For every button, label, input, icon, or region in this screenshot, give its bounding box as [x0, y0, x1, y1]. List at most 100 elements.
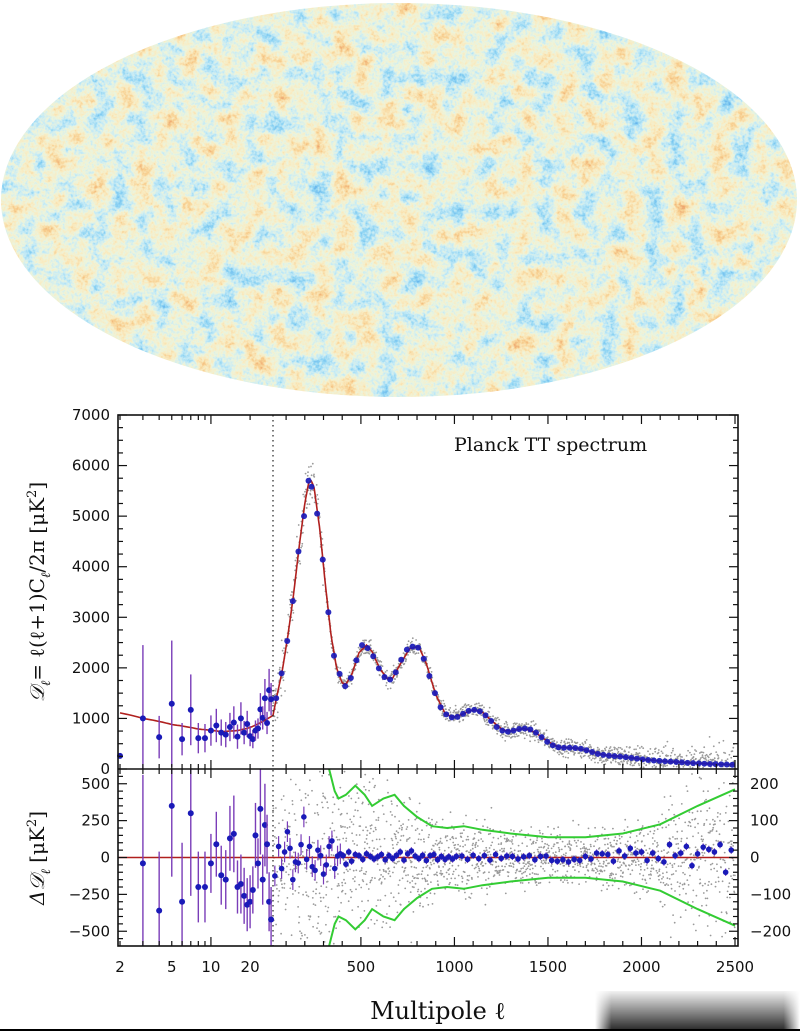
- y-tick-label: 0: [100, 760, 110, 778]
- unbinned-residual-point: [524, 870, 527, 873]
- unbinned-residual-point: [379, 877, 381, 880]
- unbinned-residual-point: [327, 807, 329, 809]
- residual-point: [323, 862, 330, 868]
- residual-point: [644, 857, 650, 864]
- unbinned-residual-point: [713, 867, 716, 870]
- unbinned-residual-point: [366, 842, 369, 845]
- unbinned-point: [337, 666, 339, 669]
- unbinned-point: [516, 735, 519, 738]
- unbinned-residual-point: [435, 821, 438, 823]
- unbinned-residual-point: [672, 851, 675, 854]
- unbinned-point: [506, 724, 509, 726]
- envelope-lower-line: [328, 876, 736, 947]
- unbinned-residual-point: [697, 822, 699, 825]
- binned-point: [289, 598, 296, 605]
- unbinned-residual-point: [431, 818, 433, 821]
- unbinned-residual-point: [675, 870, 677, 872]
- unbinned-residual-point: [559, 834, 561, 836]
- unbinned-residual-point: [581, 862, 584, 865]
- unbinned-residual-point: [316, 927, 318, 929]
- unbinned-residual-point: [352, 823, 355, 826]
- unbinned-residual-point: [322, 795, 325, 798]
- unbinned-residual-point: [321, 806, 324, 809]
- unbinned-residual-point: [612, 827, 614, 830]
- residual-point: [348, 858, 355, 864]
- unbinned-residual-point: [579, 865, 582, 868]
- unbinned-residual-point: [294, 819, 297, 821]
- unbinned-residual-point: [291, 803, 294, 806]
- unbinned-residual-point: [659, 900, 662, 903]
- unbinned-residual-point: [305, 894, 308, 897]
- unbinned-residual-point: [333, 916, 335, 918]
- unbinned-residual-point: [477, 876, 479, 878]
- unbinned-point: [423, 652, 426, 654]
- unbinned-residual-point: [428, 833, 430, 836]
- unbinned-residual-point: [314, 812, 316, 815]
- unbinned-point: [304, 472, 307, 475]
- unbinned-point: [728, 753, 731, 756]
- unbinned-residual-point: [645, 849, 648, 852]
- unbinned-residual-point: [282, 863, 285, 865]
- unbinned-point: [339, 667, 342, 669]
- unbinned-residual-point: [730, 875, 732, 877]
- binned-point: [370, 653, 377, 660]
- unbinned-residual-point: [658, 870, 661, 872]
- x-tick-label: 500: [347, 958, 376, 976]
- unbinned-residual-point: [340, 901, 342, 904]
- unbinned-residual-point: [509, 840, 511, 842]
- unbinned-point: [606, 759, 609, 762]
- unbinned-point: [704, 754, 707, 757]
- unbinned-residual-point: [719, 858, 722, 861]
- unbinned-residual-point: [466, 835, 469, 838]
- unbinned-residual-point: [691, 811, 694, 814]
- unbinned-point: [476, 706, 479, 709]
- unbinned-point: [604, 749, 607, 752]
- unbinned-point: [724, 752, 727, 754]
- unbinned-residual-point: [580, 841, 582, 843]
- unbinned-residual-point: [497, 865, 500, 868]
- unbinned-residual-point: [619, 875, 622, 878]
- unbinned-residual-point: [382, 813, 385, 815]
- unbinned-residual-point: [553, 843, 556, 846]
- unbinned-residual-point: [653, 840, 656, 842]
- unbinned-residual-point: [310, 872, 313, 874]
- unbinned-residual-point: [648, 847, 651, 850]
- unbinned-residual-point: [489, 827, 491, 830]
- residual-point: [331, 865, 338, 872]
- unbinned-residual-point: [710, 868, 712, 871]
- unbinned-residual-point: [636, 847, 639, 850]
- unbinned-residual-point: [557, 842, 559, 844]
- unbinned-point: [475, 702, 478, 705]
- unbinned-point: [454, 704, 457, 707]
- residual-point: [389, 855, 396, 862]
- residual-point: [593, 850, 600, 856]
- unbinned-residual-point: [590, 845, 592, 848]
- residual-point: [408, 848, 415, 854]
- unbinned-point: [445, 708, 447, 711]
- unbinned-residual-point: [277, 894, 280, 897]
- binned-point: [398, 656, 405, 663]
- unbinned-residual-point: [688, 811, 691, 813]
- unbinned-residual-point: [662, 881, 665, 884]
- unbinned-residual-point: [330, 888, 333, 890]
- unbinned-residual-point: [427, 903, 430, 906]
- unbinned-point: [464, 703, 467, 706]
- unbinned-residual-point: [642, 854, 645, 857]
- unbinned-residual-point: [572, 819, 574, 822]
- unbinned-point: [579, 743, 581, 746]
- unbinned-point: [578, 751, 581, 754]
- unbinned-point: [640, 745, 643, 748]
- unbinned-residual-point: [666, 877, 669, 880]
- unbinned-point: [596, 746, 599, 749]
- unbinned-residual-point: [548, 850, 551, 852]
- unbinned-point: [657, 751, 660, 754]
- unbinned-point: [441, 710, 444, 713]
- unbinned-residual-point: [512, 863, 515, 866]
- cmb-temperature-field: [1, 3, 797, 397]
- unbinned-residual-point: [356, 792, 359, 794]
- unbinned-point: [566, 750, 568, 753]
- unbinned-residual-point: [376, 848, 379, 850]
- unbinned-residual-point: [387, 867, 390, 870]
- unbinned-point: [690, 754, 693, 756]
- unbinned-point: [522, 732, 525, 735]
